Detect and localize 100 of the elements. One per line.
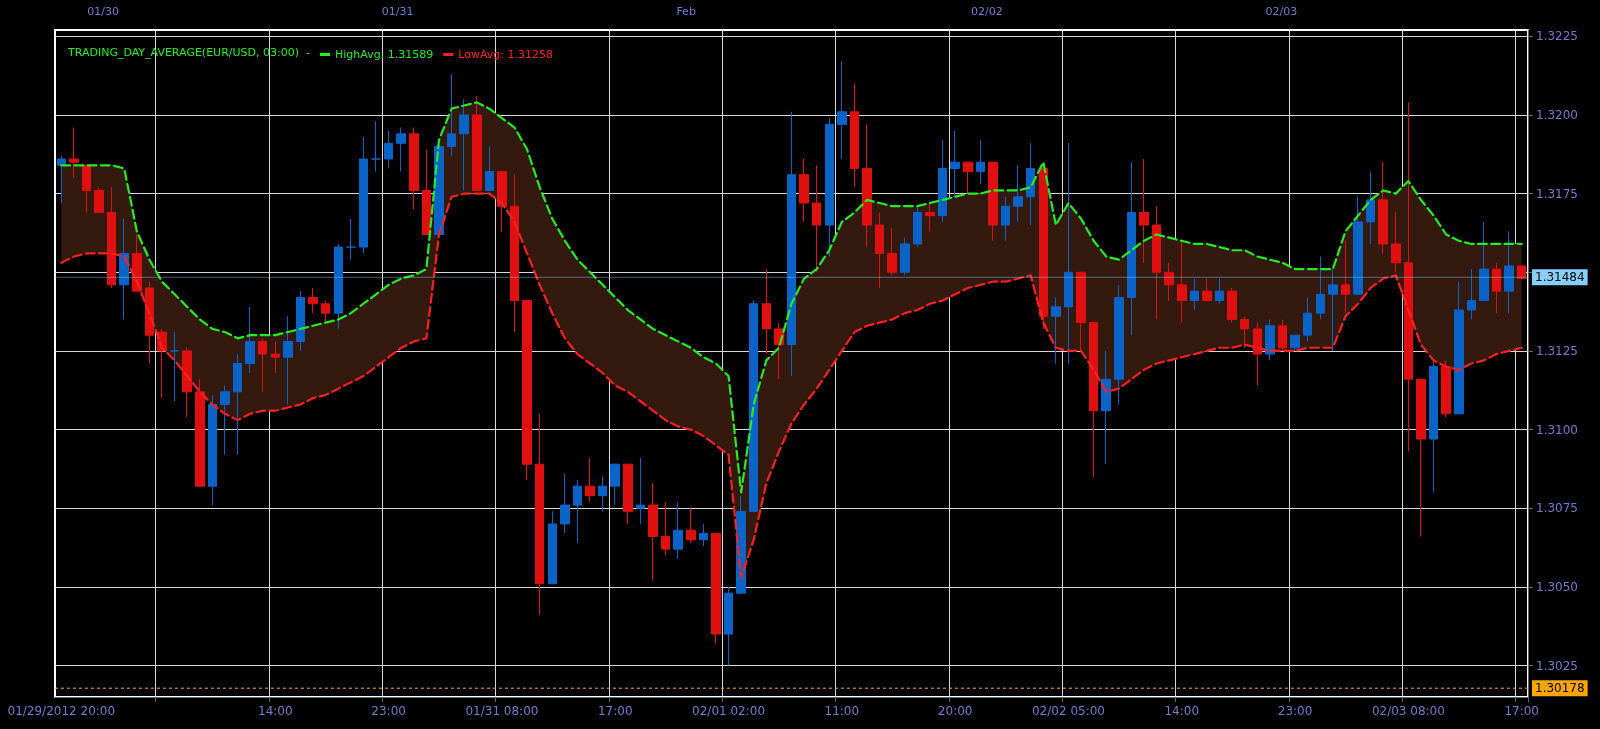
candlestick — [1202, 278, 1212, 302]
candlestick — [711, 532, 721, 645]
candlestick — [988, 161, 998, 242]
candlestick — [661, 501, 670, 556]
candlestick — [812, 164, 821, 273]
x-tick-label: 23:00 — [1277, 704, 1313, 718]
candlestick — [963, 161, 973, 195]
candlestick — [1265, 318, 1275, 361]
candlestick — [762, 268, 771, 355]
candlestick — [900, 237, 910, 276]
candlestick — [132, 234, 142, 292]
candlestick — [258, 337, 267, 393]
candlestick — [636, 457, 645, 525]
candlestick — [359, 136, 368, 254]
line-series — [60, 101, 1523, 494]
y-tick-label: 1.3050 — [1536, 579, 1578, 594]
candlestick — [1454, 281, 1464, 415]
candlestick — [1227, 287, 1237, 324]
y-tick-label: 1.3100 — [1536, 422, 1578, 437]
candlestick — [422, 149, 431, 235]
candlestick — [296, 290, 305, 352]
candlestick — [1504, 230, 1514, 314]
candlestick — [522, 300, 532, 481]
candlestick — [610, 463, 620, 506]
line-series — [60, 192, 1523, 579]
candlestick — [271, 340, 280, 374]
candlestick — [1089, 322, 1098, 478]
candlestick — [371, 120, 381, 173]
candlestick — [170, 331, 179, 402]
candlestick — [1215, 278, 1224, 305]
candlestick — [472, 95, 482, 191]
candlestick — [82, 164, 91, 213]
candlestick — [1290, 334, 1300, 352]
candlestick — [409, 127, 419, 210]
candlestick — [208, 394, 217, 506]
y-tick-label: 1.3200 — [1536, 107, 1578, 122]
candlestick — [623, 463, 633, 525]
candlestick — [497, 171, 507, 232]
candlestick — [1416, 378, 1426, 538]
candlestick — [825, 117, 834, 258]
candlestick — [1001, 196, 1010, 242]
candlestick — [1114, 284, 1124, 405]
candlestick — [1441, 359, 1451, 418]
candlestick — [724, 586, 733, 667]
candlestick — [69, 127, 79, 179]
x-tick-label: 23:00 — [371, 704, 406, 718]
text: 02/03 — [1265, 5, 1298, 18]
candlestick — [1328, 268, 1338, 352]
x-tick-label: 17:00 — [1504, 704, 1539, 718]
candlestick — [875, 211, 884, 289]
text: Feb — [676, 5, 696, 18]
candlestick — [648, 482, 658, 582]
y-tick-label: 1.3025 — [1536, 658, 1578, 673]
text: 02/02 — [970, 5, 1003, 18]
candlestick — [976, 139, 985, 185]
x-tick-label: 14:00 — [1164, 704, 1200, 718]
candlestick — [1127, 161, 1136, 336]
candlestick — [182, 347, 192, 418]
ref-line-label: 1.30178 — [1535, 681, 1585, 696]
candlestick — [510, 174, 519, 333]
x-tick-label: 02/02 05:00 — [1031, 704, 1105, 718]
y-tick-label: 1.3175 — [1536, 186, 1578, 201]
text: 01/30 — [87, 5, 119, 18]
candlestick — [548, 510, 557, 585]
candlestick — [1253, 322, 1262, 387]
candlestick — [220, 385, 230, 456]
candlestick — [598, 476, 607, 512]
candlestick — [1152, 205, 1161, 320]
y-tick-label: 1.3225 — [1536, 29, 1578, 44]
candlestick — [1479, 221, 1489, 302]
y-tick-label: 1.3125 — [1536, 343, 1578, 358]
candlestick — [459, 98, 469, 191]
candlestick — [57, 155, 66, 204]
candlestick — [1316, 256, 1325, 320]
x-tick-label: 14:00 — [258, 704, 293, 718]
candlestick — [573, 479, 582, 544]
candlestick — [1429, 359, 1438, 493]
candlestick — [1303, 296, 1312, 342]
candlestick — [308, 287, 318, 314]
x-tick-label: 11:00 — [824, 704, 860, 718]
candlestick — [938, 139, 947, 223]
y-tick-label: 1.3075 — [1536, 501, 1578, 516]
candlestick — [887, 227, 897, 276]
candlestick — [321, 300, 330, 324]
candlestick — [396, 127, 406, 173]
x-tick-label: 02/03 08:00 — [1371, 704, 1445, 718]
x-tick-label: 17:00 — [597, 704, 633, 718]
candlestick — [94, 186, 104, 213]
candlestick — [925, 202, 935, 232]
candlestick — [686, 507, 696, 544]
candlestick — [787, 111, 796, 377]
x-tick-label: 01/31 08:00 — [465, 704, 539, 718]
candlestick — [850, 82, 859, 188]
candlestick — [1164, 262, 1174, 302]
candlestick — [1240, 315, 1249, 349]
candlestick — [950, 130, 960, 198]
candlestick — [1013, 164, 1023, 223]
x-tick-label: 20:00 — [937, 704, 973, 718]
ref-line-label: 1.31484 — [1535, 270, 1585, 285]
candlestick — [1467, 268, 1476, 320]
